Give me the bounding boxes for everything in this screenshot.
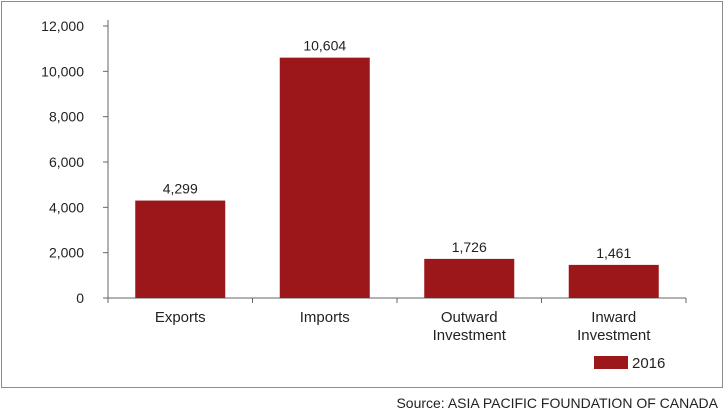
y-tick-label: 8,000 <box>49 109 84 125</box>
legend-label: 2016 <box>632 355 665 372</box>
category-label: Investment <box>433 327 507 344</box>
source-note: Source: ASIA PACIFIC FOUNDATION OF CANAD… <box>396 395 718 411</box>
y-tick-label: 4,000 <box>49 199 84 215</box>
data-label: 1,726 <box>452 239 487 255</box>
category-labels: Exports Imports OutwardInvestmentInwardInv… <box>155 309 651 344</box>
category-label: Outward <box>441 309 498 326</box>
bar <box>568 264 659 298</box>
y-axis: 0 2,000 4,000 6,000 8,000 10,000 12,000 <box>41 18 109 306</box>
data-label: 4,299 <box>163 181 198 197</box>
bar <box>135 200 226 298</box>
legend: 2016 <box>594 355 665 372</box>
bar-chart: 0 2,000 4,000 6,000 8,000 10,000 12,000 4,299 1… <box>41 18 687 372</box>
y-tick-label: 10,000 <box>41 63 84 79</box>
y-tick-label: 2,000 <box>49 245 84 261</box>
category-label: Exports <box>155 309 206 326</box>
category-label: Imports <box>300 309 350 326</box>
bar <box>279 57 370 298</box>
x-axis <box>107 297 687 303</box>
bars <box>135 57 659 298</box>
category-label: Inward <box>591 309 636 326</box>
data-labels: 4,299 10,604 1,726 1,461 <box>163 38 632 261</box>
y-tick-label: 6,000 <box>49 154 84 170</box>
y-tick-label: 12,000 <box>41 18 84 34</box>
category-label: Investment <box>577 327 651 344</box>
y-tick-label: 0 <box>76 290 84 306</box>
legend-swatch <box>594 356 628 369</box>
chart-frame <box>1 1 723 388</box>
bar <box>424 258 515 298</box>
data-label: 10,604 <box>303 38 346 54</box>
data-label: 1,461 <box>596 245 631 261</box>
